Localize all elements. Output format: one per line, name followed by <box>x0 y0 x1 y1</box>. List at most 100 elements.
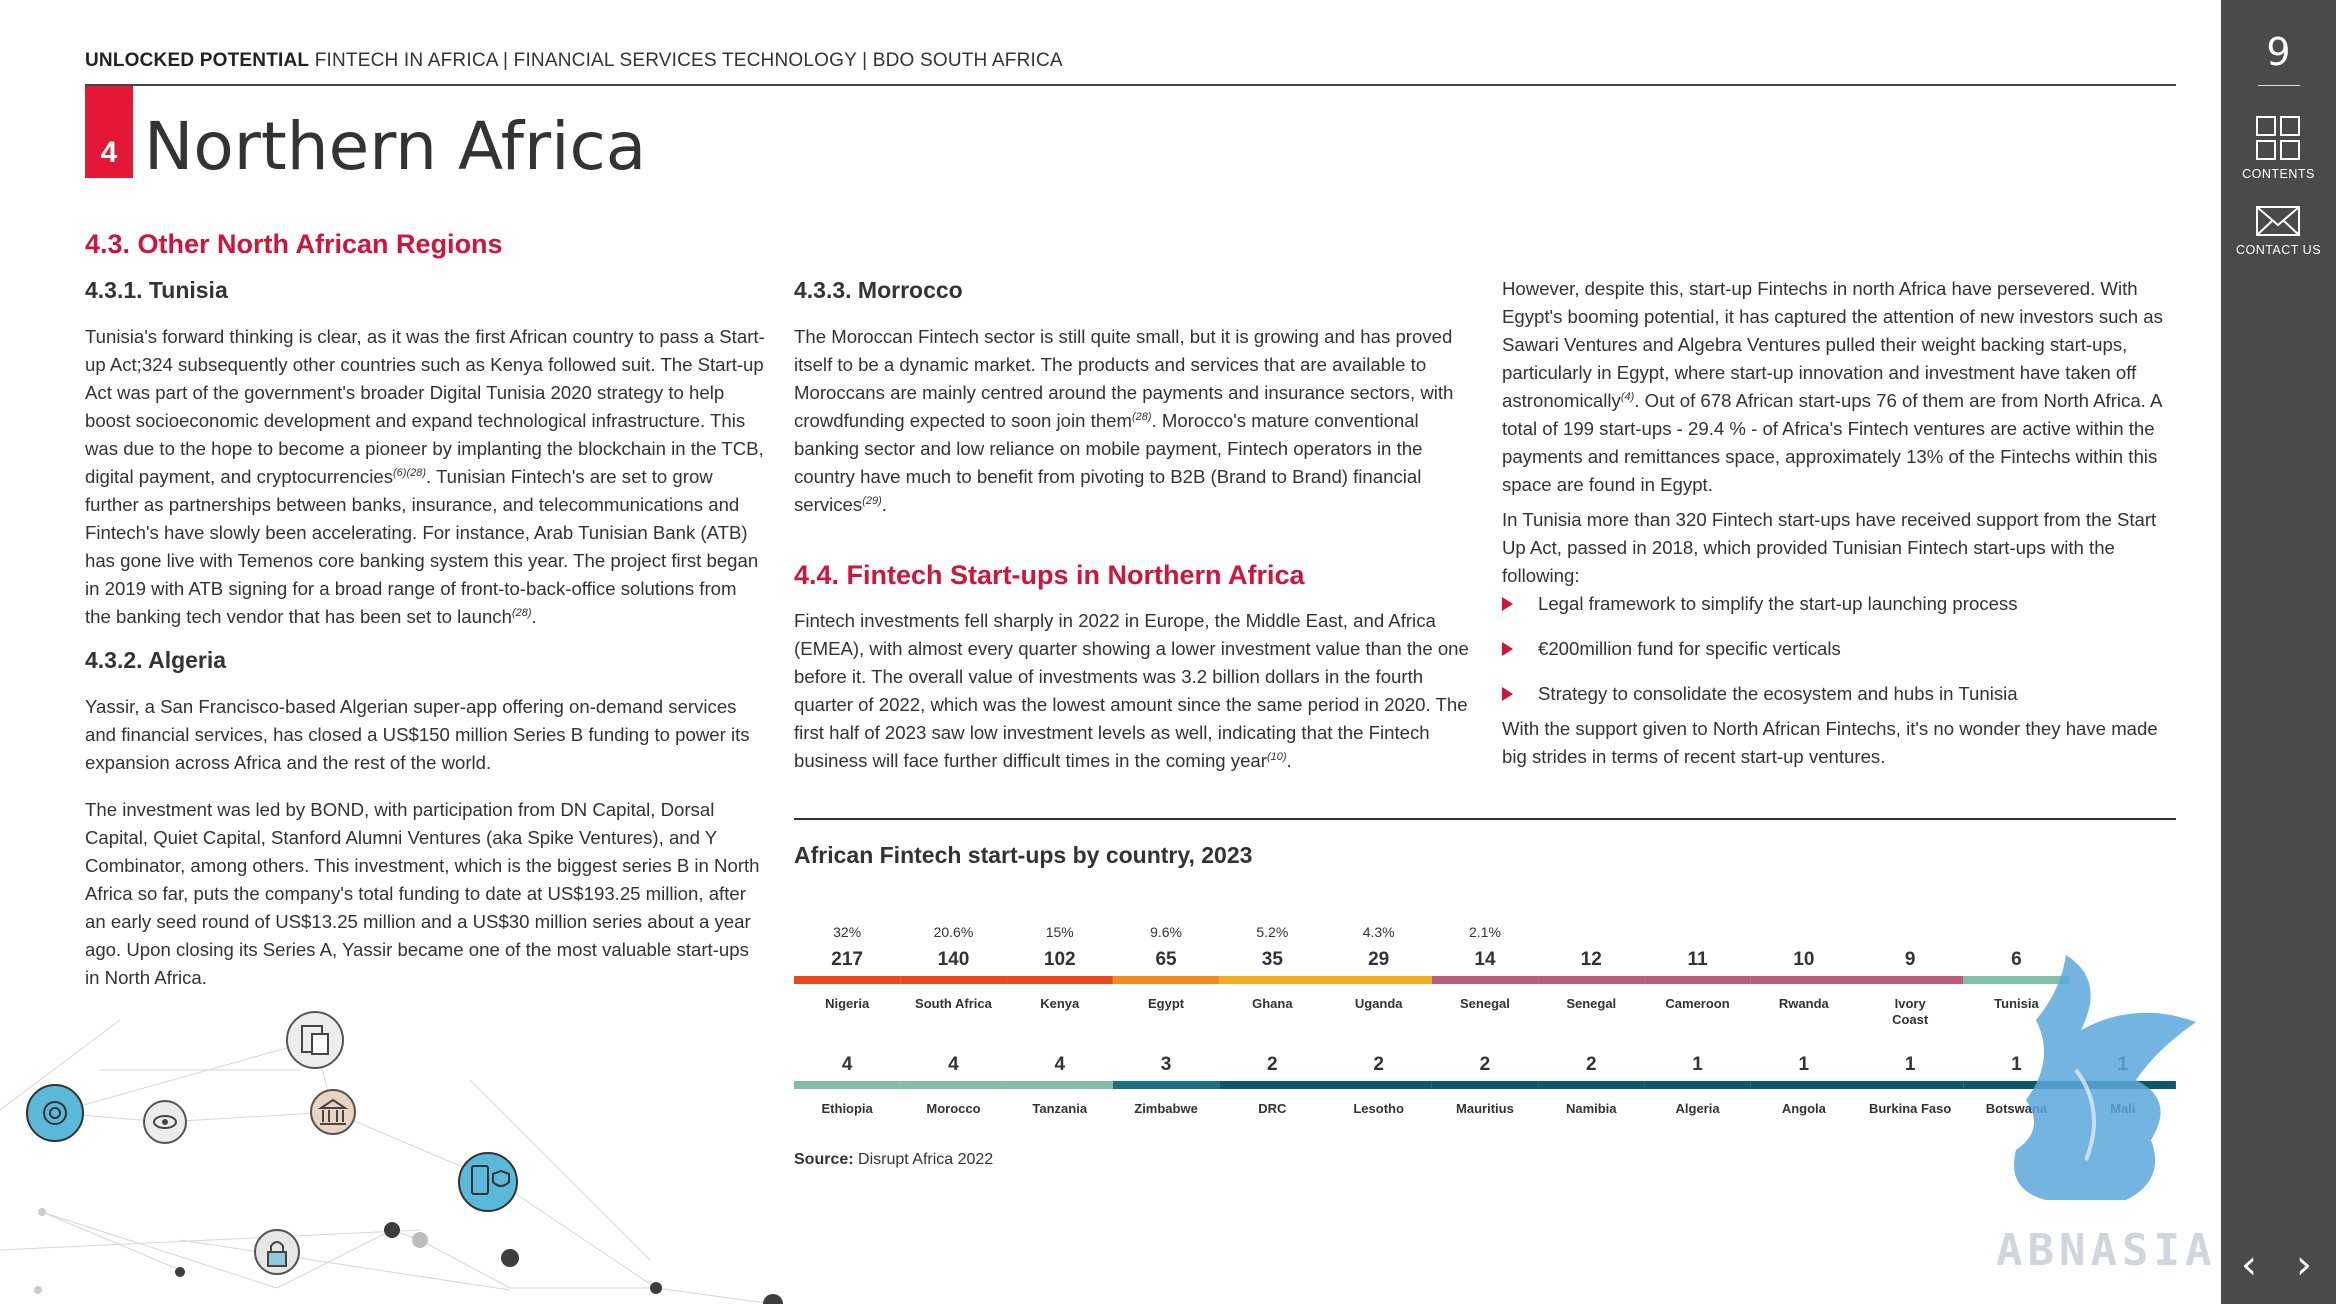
chevron-right-icon: › <box>2296 1242 2312 1288</box>
country-label: Senegal <box>1460 996 1510 1011</box>
bar-segment <box>1112 976 1220 984</box>
bullet-item: Strategy to consolidate the ecosystem an… <box>1502 680 2182 708</box>
country-label: Zimbabwe <box>1134 1101 1198 1116</box>
morocco-heading: 4.3.3. Morrocco <box>794 277 963 303</box>
country-label: Ghana <box>1252 996 1293 1011</box>
bar-segment <box>1963 1081 2070 1089</box>
value-label: 29 <box>1368 949 1389 970</box>
algeria-paragraph-1: Yassir, a San Francisco-based Algerian s… <box>85 696 750 773</box>
country-label: Nigeria <box>825 996 870 1011</box>
next-page-button[interactable]: › <box>2296 1242 2312 1288</box>
bar-segment <box>1431 1081 1539 1089</box>
country-label: Rwanda <box>1779 996 1830 1011</box>
value-label: 2 <box>1373 1054 1384 1075</box>
triangle-bullet-icon <box>1502 597 1513 611</box>
value-label: 12 <box>1581 949 1602 970</box>
triangle-bullet-icon <box>1502 687 1513 701</box>
country-label: Ivory <box>1895 996 1927 1011</box>
value-label: 1 <box>1692 1054 1703 1075</box>
country-label: Egypt <box>1148 996 1185 1011</box>
watermark-logo <box>2014 955 2196 1200</box>
algeria-paragraph-2: The investment was led by BOND, with par… <box>85 799 760 988</box>
value-label: 11 <box>1688 949 1709 970</box>
tunisia-heading: 4.3.1. Tunisia <box>85 277 228 303</box>
country-label: Senegal <box>1566 996 1616 1011</box>
right-paragraph-2: In Tunisia more than 320 Fintech start-u… <box>1502 509 2157 586</box>
bar-segment <box>1750 1081 1857 1089</box>
bar-segment <box>1219 976 1326 984</box>
bank-icon <box>310 1089 356 1135</box>
chevron-left-icon: ‹ <box>2241 1242 2257 1288</box>
value-label: 217 <box>831 949 863 970</box>
bar-segment <box>1644 1081 1751 1089</box>
morocco-paragraph: The Moroccan Fintech sector is still qui… <box>794 326 1454 515</box>
country-label: South Africa <box>915 996 993 1011</box>
bar-segment <box>1006 1081 1113 1089</box>
value-label: 65 <box>1155 949 1177 970</box>
contents-button[interactable]: CONTENTS <box>2221 110 2336 186</box>
country-label: Lesotho <box>1353 1101 1404 1116</box>
chart-title: African Fintech start-ups by country, 20… <box>794 842 1253 868</box>
value-label: 102 <box>1044 949 1076 970</box>
bar-segment <box>1857 976 1964 984</box>
page-number: 9 <box>2266 30 2291 74</box>
value-label: 4 <box>948 1054 959 1075</box>
page-number-divider <box>2258 85 2300 86</box>
pct-label: 2.1% <box>1469 924 1501 940</box>
header-rest: FINTECH IN AFRICA | FINANCIAL SERVICES T… <box>309 50 1063 71</box>
bar-segment <box>794 976 901 984</box>
bar-segment <box>1006 976 1113 984</box>
source-note: Source: Disrupt Africa 2022 <box>794 1151 994 1168</box>
right-paragraph-3: With the support given to North African … <box>1502 718 2158 767</box>
value-label: 1 <box>1905 1054 1916 1075</box>
triangle-bullet-icon <box>1502 642 1513 656</box>
pct-label: 9.6% <box>1150 924 1182 940</box>
value-label: 2 <box>1586 1054 1597 1075</box>
prev-page-button[interactable]: ‹ <box>2241 1242 2257 1288</box>
page-title: Northern Africa <box>144 108 647 185</box>
value-label: 14 <box>1474 949 1496 970</box>
header-brand: UNLOCKED POTENTIAL <box>85 50 310 71</box>
contact-label: CONTACT US <box>2235 243 2322 257</box>
section-heading-4-4: 4.4. Fintech Start-ups in Northern Afric… <box>794 560 1305 590</box>
right-paragraph-1: However, despite this, start-up Fintechs… <box>1502 278 2163 495</box>
network-illustration <box>0 1011 783 1304</box>
header-divider <box>85 84 2176 86</box>
bar-segment <box>900 976 1007 984</box>
bar-segment <box>1431 976 1539 984</box>
pct-label: 32% <box>833 924 861 940</box>
value-label: 10 <box>1793 949 1814 970</box>
sidebar: 9 CONTENTS CONTACT US ‹ › <box>2221 0 2336 1304</box>
documents-icon <box>286 1011 344 1069</box>
chapter-marker <box>85 86 133 178</box>
value-label: 6 <box>2011 949 2022 970</box>
bar-segment <box>1963 976 2070 984</box>
value-label: 4 <box>1054 1054 1065 1075</box>
bar-segment <box>1325 976 1432 984</box>
bar-segment <box>1219 1081 1326 1089</box>
value-label: 3 <box>1161 1054 1172 1075</box>
value-label: 2 <box>1480 1054 1491 1075</box>
pct-label: 5.2% <box>1256 924 1288 940</box>
bar-segment <box>1325 1081 1432 1089</box>
bar-segment <box>1750 976 1857 984</box>
country-label: DRC <box>1258 1101 1287 1116</box>
contact-button[interactable]: CONTACT US <box>2221 200 2336 262</box>
eye-icon <box>143 1100 187 1144</box>
bar-segment <box>794 1081 901 1089</box>
country-label: Morocco <box>926 1101 980 1116</box>
chart-divider <box>794 818 2176 820</box>
mobile-shield-icon <box>458 1152 518 1212</box>
country-label: Kenya <box>1040 996 1080 1011</box>
bullet-item: €200million fund for specific verticals <box>1502 635 2182 663</box>
startups-paragraph: Fintech investments fell sharply in 2022… <box>794 610 1469 771</box>
pct-label: 4.3% <box>1363 924 1395 940</box>
country-label: Burkina Faso <box>1869 1101 1951 1116</box>
bar-segment <box>1112 1081 1220 1089</box>
contents-label: CONTENTS <box>2242 167 2315 181</box>
bar-segment <box>1857 1081 1964 1089</box>
bar-segment <box>1644 976 1751 984</box>
value-label: 35 <box>1262 949 1284 970</box>
country-label: Cameroon <box>1665 996 1729 1011</box>
fingerprint-icon <box>26 1084 84 1142</box>
